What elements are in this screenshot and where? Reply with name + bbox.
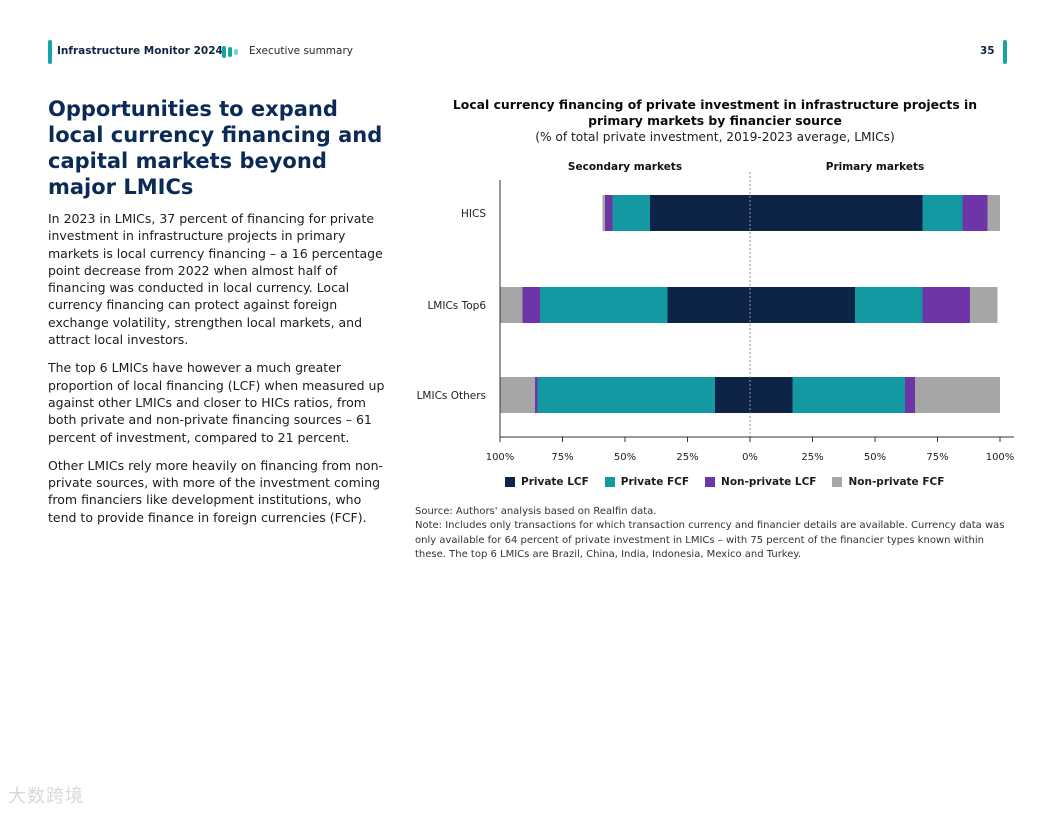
bar-secondary-1-2 (667, 287, 750, 323)
x-tick-label: 100% (986, 452, 1015, 463)
page-heading: Opportunities to expand local currency f… (48, 97, 383, 199)
chart-title-block: Local currency financing of private inve… (440, 97, 990, 145)
bar-primary-4-3 (915, 377, 1000, 413)
chart-notes: Source: Authors' analysis based on Realf… (415, 505, 1015, 562)
x-tick-label: 50% (864, 452, 886, 463)
bar-primary-3-1 (962, 195, 988, 231)
legend-label: Non-private FCF (848, 476, 945, 488)
stacked-bar-chart: Secondary markets Primary markets HICS LMIC… (417, 161, 1015, 463)
legend-item-private-fcf: Private FCF (604, 476, 690, 488)
paragraph-2: The top 6 LMICs have however a much grea… (48, 360, 385, 445)
legend-swatch (505, 477, 515, 487)
bar-secondary-4-3 (500, 377, 535, 413)
x-tick-label: 75% (551, 452, 573, 463)
legend-item-nonprivate-fcf: Non-private FCF (832, 476, 944, 488)
bar-secondary-4-1 (602, 195, 605, 231)
legend-item-private-lcf: Private LCF (505, 476, 589, 488)
x-tick-label: 25% (801, 452, 823, 463)
footnote: Note: Includes only transactions for whi… (415, 520, 1005, 560)
bar-primary-2-2 (855, 287, 923, 323)
accent-bar-right (1003, 40, 1007, 64)
source-note: Source: Authors' analysis based on Realf… (415, 506, 657, 517)
section-name: Executive summary (249, 45, 354, 57)
x-tick-label: 0% (742, 452, 758, 463)
bar-primary-3-2 (922, 287, 970, 323)
legend-label: Non-private LCF (721, 476, 817, 488)
legend-label: Private LCF (521, 476, 589, 488)
accent-bar-left (48, 40, 52, 64)
bar-secondary-1-3 (715, 377, 750, 413)
bar-primary-3-3 (905, 377, 915, 413)
bars-logo-icon (222, 46, 238, 58)
chart-title: Local currency financing of private inve… (452, 97, 978, 128)
bar-primary-1-3 (750, 377, 793, 413)
bar-secondary-3-2 (522, 287, 540, 323)
page-number: 35 (980, 45, 995, 57)
bar-primary-1-1 (750, 195, 923, 231)
legend-label: Private FCF (620, 476, 690, 488)
paragraph-3: Other LMICs rely more heavily on financi… (48, 457, 384, 525)
bar-secondary-2-3 (537, 377, 715, 413)
legend-swatch (604, 477, 615, 487)
bar-secondary-3-1 (605, 195, 613, 231)
bar-primary-2-1 (922, 195, 963, 231)
bar-secondary-2-2 (540, 287, 668, 323)
category-label: HICS (461, 208, 486, 220)
bar-primary-1-2 (750, 287, 855, 323)
category-label: LMICs Others (417, 390, 486, 402)
bar-secondary-1-1 (650, 195, 750, 231)
panel-label-primary: Primary markets (826, 161, 924, 173)
watermark: 大数跨境 (8, 786, 84, 807)
bar-primary-4-2 (970, 287, 998, 323)
page-header: Infrastructure Monitor 2024 Executive su… (0, 0, 1056, 70)
bar-secondary-3-3 (535, 377, 538, 413)
chart-legend: Private LCF Private FCF Non-private LCF … (505, 476, 944, 488)
x-tick-label: 25% (676, 452, 698, 463)
chart-subtitle: (% of total private investment, 2019-202… (535, 130, 895, 144)
legend-swatch (832, 477, 843, 487)
bar-secondary-4-2 (500, 287, 523, 323)
x-tick-label: 75% (926, 452, 948, 463)
legend-item-nonprivate-lcf: Non-private LCF (705, 476, 816, 488)
category-label: LMICs Top6 (427, 300, 486, 312)
x-tick-label: 50% (614, 452, 636, 463)
text-column: Opportunities to expand local currency f… (48, 96, 393, 537)
legend-swatch (705, 477, 716, 487)
panel-label-secondary: Secondary markets (568, 161, 682, 173)
bar-primary-4-1 (987, 195, 1000, 231)
bar-secondary-2-1 (612, 195, 650, 231)
report-title: Infrastructure Monitor 2024 (57, 45, 223, 57)
paragraph-1: In 2023 in LMICs, 37 percent of financin… (48, 211, 383, 348)
x-tick-label: 100% (486, 452, 515, 463)
bar-primary-2-3 (792, 377, 905, 413)
